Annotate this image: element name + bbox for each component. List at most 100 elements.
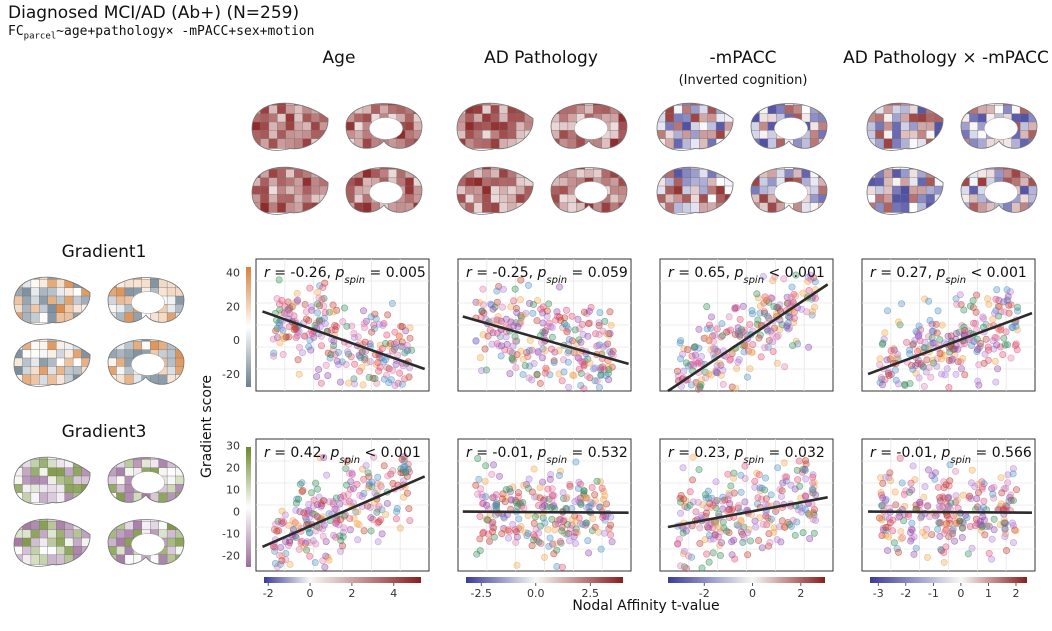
scatter-point [340,492,348,500]
scatter-point [737,518,745,526]
scatter-point [599,363,607,371]
scatter-point [384,311,392,319]
scatter-point [878,340,886,348]
scatter-point [293,289,301,297]
scatter-point [948,530,956,538]
scatter-point [915,331,923,339]
scatter-point [540,553,548,561]
scatter-point [921,295,929,303]
correlation-annotation: r = -0.01, pspin = 0.566 [870,445,1032,466]
gradient-color-strip [246,267,251,387]
scatter-point [909,341,917,349]
scatter-point [531,513,539,521]
scatter-point [933,329,941,337]
scatter-point [982,320,990,328]
scatter-point [273,563,281,571]
scatter-point [276,339,284,347]
scatter-point [282,556,290,564]
brain-medial-top-2 [750,103,828,149]
scatter-point [728,350,736,358]
scatter-point [892,376,900,384]
scatter-point [805,343,813,351]
scatter-point [546,534,554,542]
scatter-point [569,371,577,379]
scatter-point [295,343,303,351]
scatter-point [894,380,902,388]
scatter-point [339,542,347,550]
scatter-point [547,503,555,511]
scatter-point [886,519,894,527]
scatter-point [537,305,545,313]
scatter-point [761,344,769,352]
scatter-point [916,499,924,507]
scatter-point [770,324,778,332]
scatter-point [605,366,613,374]
scatter-point [731,304,739,312]
scatter-point [595,322,603,330]
scatter-point [723,507,731,515]
scatter-point [694,385,702,393]
scatter-point [498,303,506,311]
scatter-point [302,308,310,316]
scatter-point [598,505,606,513]
y-tick-label: 0 [233,506,240,519]
scatter-point [937,546,945,554]
scatter-point [756,302,764,310]
scatter-point [904,512,912,520]
formula-rest: ~age+pathology× -mPACC+sex+motion [56,24,315,39]
scatter-point [332,494,340,502]
scatter-point [945,384,953,392]
scatter-point [285,521,293,529]
scatter-point [769,277,777,285]
scatter-point [798,508,806,516]
scatter-point [910,550,918,558]
scatter-point [985,300,993,308]
scatter-point [368,328,376,336]
scatter-point [981,531,989,539]
scatter-point [360,527,368,535]
scatter-point [375,367,383,375]
scatter-point [353,519,361,527]
scatter-point [1002,328,1010,336]
row-title-gradient1: Gradient1 [61,242,147,262]
scatter-point [805,287,813,295]
scatter-point [796,482,804,490]
scatter-point [893,353,901,361]
scatter-point [1003,286,1011,294]
gradient3-brain-lateral-top [13,456,91,505]
scatter-point [513,561,521,569]
scatter-point [940,529,948,537]
scatter-point [405,373,413,381]
scatter-point [889,516,897,524]
scatter-point [776,326,784,334]
scatter-point [561,314,569,322]
scatter-point [895,318,903,326]
scatter-point [517,347,525,355]
scatter-point [809,479,817,487]
scatter-point [290,326,298,334]
scatter-point [594,528,602,536]
scatter-point [1011,526,1019,534]
scatter-point [374,473,382,481]
scatter-point [997,474,1005,482]
scatter-point [934,483,942,491]
scatter-point [709,350,717,358]
scatter-point [921,532,929,540]
scatter-point [941,371,949,379]
scatter-point [879,494,887,502]
scatter-point [601,317,609,325]
scatter-point [728,383,736,391]
scatter-point [536,494,544,502]
scatter-point [727,482,735,490]
scatter-point [479,493,487,501]
scatter-point [382,339,390,347]
scatter-point [1002,484,1010,492]
scatter-point [999,351,1007,359]
scatter-point [790,290,798,298]
scatter-point [602,341,610,349]
scatter-point [602,513,610,521]
scatter-point [545,300,553,308]
scatter-point [344,348,352,356]
column-title-pathology: AD Pathology [484,48,598,68]
scatter-point [342,465,350,473]
